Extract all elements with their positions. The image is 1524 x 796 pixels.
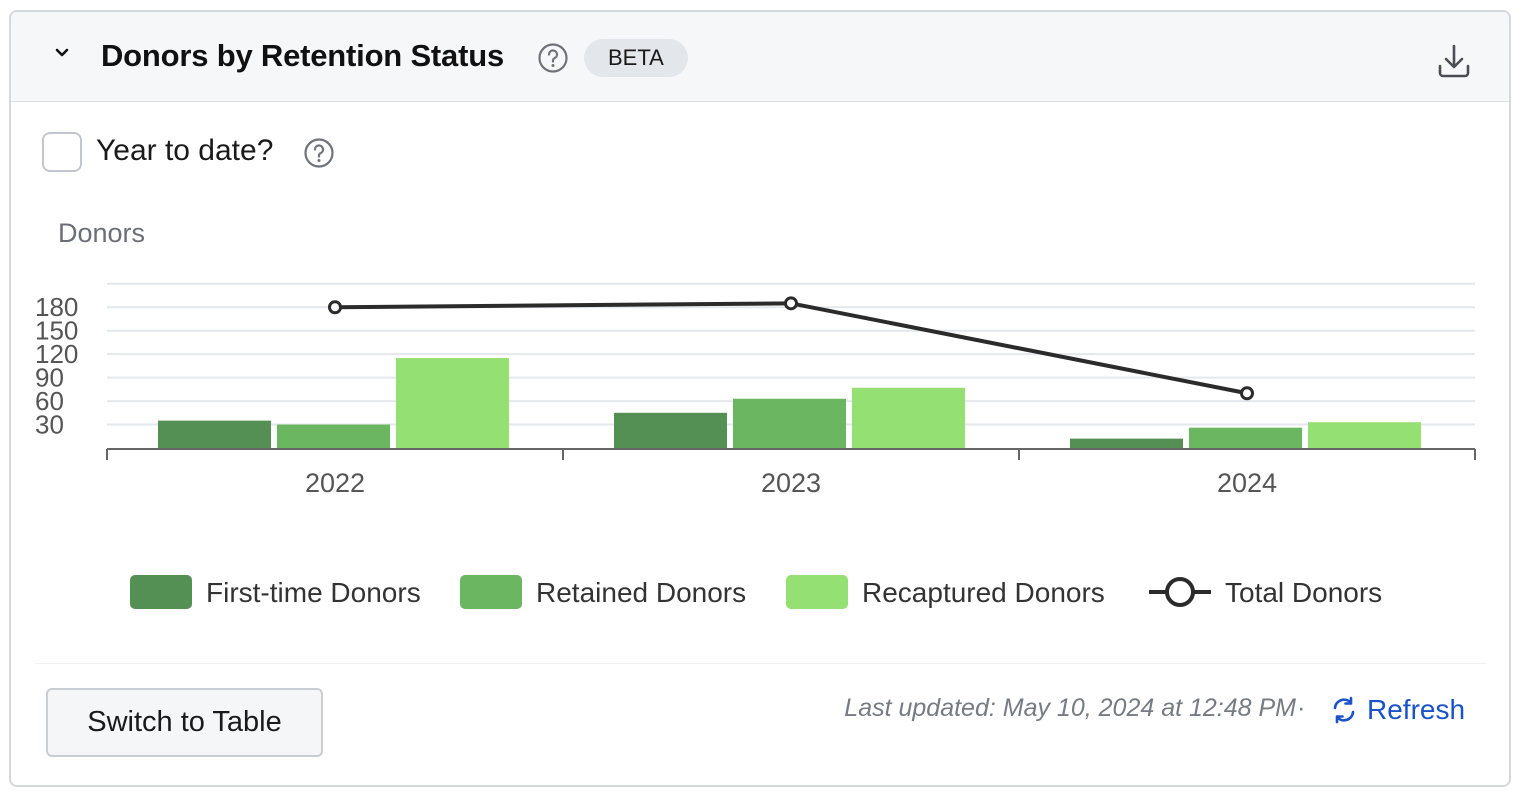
- bar-first-time-donors: [614, 412, 727, 448]
- refresh-link[interactable]: Refresh: [1329, 692, 1465, 728]
- y-tick-label: 120: [35, 339, 78, 369]
- card-header: Donors by Retention Status BETA: [11, 12, 1509, 102]
- y-tick-label: 60: [35, 386, 64, 416]
- x-tick-label: 2024: [1217, 468, 1277, 498]
- refresh-icon: [1333, 696, 1355, 724]
- footer-divider: [35, 663, 1487, 664]
- chevron-down-icon[interactable]: [51, 42, 73, 64]
- legend-label: Retained Donors: [536, 577, 746, 608]
- legend-swatch: [460, 575, 522, 609]
- bar-retained-donors: [1189, 427, 1302, 448]
- y-tick-label: 90: [35, 363, 64, 393]
- ytd-label: Year to date?: [96, 134, 274, 167]
- help-icon[interactable]: [303, 137, 335, 169]
- refresh-label: Refresh: [1367, 694, 1466, 725]
- last-updated-text: Last updated: May 10, 2024 at 12:48 PM: [844, 694, 1296, 722]
- y-axis-label: Donors: [58, 218, 145, 248]
- x-tick-label: 2022: [305, 468, 365, 498]
- bar-recaptured-donors: [852, 387, 965, 448]
- bar-first-time-donors: [1070, 438, 1183, 448]
- card-title: Donors by Retention Status: [101, 38, 504, 73]
- separator-dot: ·: [1297, 694, 1306, 722]
- legend-swatch: [786, 575, 848, 609]
- bar-retained-donors: [277, 424, 390, 448]
- beta-badge: BETA: [584, 39, 688, 77]
- legend-marker: [1165, 577, 1195, 607]
- bar-retained-donors: [733, 398, 846, 448]
- bar-recaptured-donors: [396, 358, 509, 448]
- donors-retention-card: Donors by Retention Status BETA Year to …: [9, 10, 1511, 787]
- legend-label: Total Donors: [1225, 577, 1382, 608]
- legend-swatch: [130, 575, 192, 609]
- bar-recaptured-donors: [1308, 422, 1421, 448]
- legend-label: First-time Donors: [206, 577, 421, 608]
- help-icon[interactable]: [537, 42, 569, 74]
- download-icon[interactable]: [1435, 42, 1473, 80]
- point-total-donors: [1240, 386, 1254, 401]
- bar-first-time-donors: [158, 420, 271, 448]
- point-total-donors: [784, 296, 798, 311]
- y-tick-label: 180: [35, 292, 78, 322]
- x-tick-label: 2023: [761, 468, 821, 498]
- legend-label: Recaptured Donors: [862, 577, 1105, 608]
- point-total-donors: [328, 300, 342, 315]
- y-tick-label: 30: [35, 410, 64, 440]
- y-tick-label: 150: [35, 316, 78, 346]
- switch-to-table-button[interactable]: Switch to Table: [46, 688, 323, 757]
- ytd-checkbox[interactable]: [42, 132, 82, 172]
